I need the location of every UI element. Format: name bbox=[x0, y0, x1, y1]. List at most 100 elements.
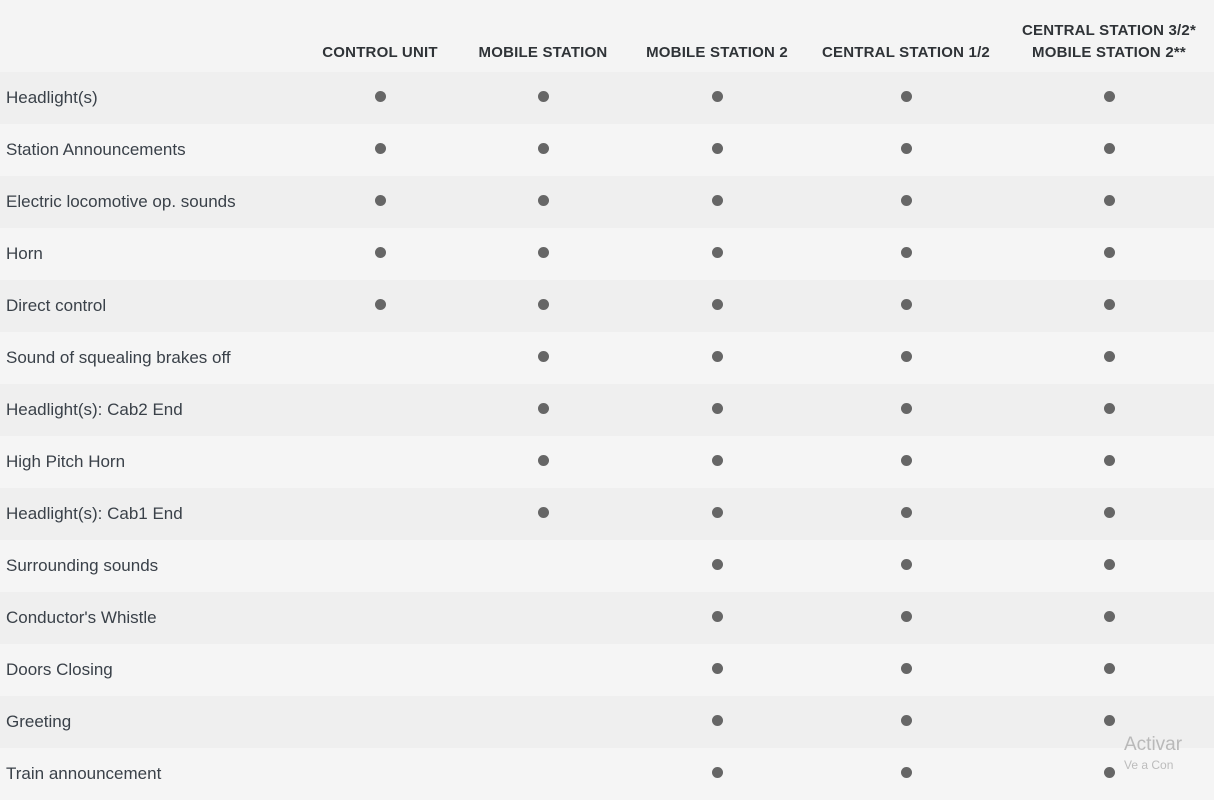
support-cell bbox=[626, 72, 808, 124]
feature-label: Headlight(s): Cab2 End bbox=[6, 400, 183, 419]
column-header-feature bbox=[0, 0, 300, 72]
column-header-line-1: CENTRAL STATION 3/2* bbox=[1021, 22, 1197, 39]
table-header: CONTROL UNIT MOBILE STATION MOBILE STATI… bbox=[0, 0, 1214, 72]
table-row: Train announcement bbox=[0, 748, 1214, 800]
support-cell bbox=[460, 696, 626, 748]
column-header-mobile-station: MOBILE STATION bbox=[460, 0, 626, 72]
supported-dot-icon bbox=[1103, 403, 1115, 414]
support-cell bbox=[460, 228, 626, 280]
support-cell bbox=[1004, 228, 1214, 280]
support-cell bbox=[300, 280, 460, 332]
support-cell bbox=[460, 748, 626, 800]
supported-dot-icon bbox=[1103, 247, 1115, 258]
support-cell bbox=[300, 696, 460, 748]
table-row: Station Announcements bbox=[0, 124, 1214, 176]
table-header-row: CONTROL UNIT MOBILE STATION MOBILE STATI… bbox=[0, 0, 1214, 72]
support-cell bbox=[1004, 280, 1214, 332]
support-cell bbox=[626, 280, 808, 332]
table-row: Surrounding sounds bbox=[0, 540, 1214, 592]
support-cell bbox=[808, 436, 1004, 488]
column-header-line-2: MOBILE STATION 2** bbox=[1032, 44, 1186, 61]
supported-dot-icon bbox=[711, 767, 723, 778]
column-header-line: MOBILE STATION 2 bbox=[646, 44, 788, 61]
support-cell bbox=[808, 228, 1004, 280]
table-row: Direct control bbox=[0, 280, 1214, 332]
supported-dot-icon bbox=[711, 611, 723, 622]
support-cell bbox=[808, 488, 1004, 540]
support-cell bbox=[626, 644, 808, 696]
supported-dot-icon bbox=[1103, 455, 1115, 466]
supported-dot-icon bbox=[900, 559, 912, 570]
feature-label: Conductor's Whistle bbox=[6, 608, 157, 627]
support-cell bbox=[1004, 176, 1214, 228]
feature-label: Doors Closing bbox=[6, 660, 113, 679]
supported-dot-icon bbox=[1103, 351, 1115, 362]
support-cell bbox=[808, 540, 1004, 592]
column-header-line: CONTROL UNIT bbox=[322, 44, 438, 61]
supported-dot-icon bbox=[374, 143, 386, 154]
feature-label: Train announcement bbox=[6, 764, 162, 783]
column-header-mobile-station-2: MOBILE STATION 2 bbox=[626, 0, 808, 72]
support-cell bbox=[300, 488, 460, 540]
supported-dot-icon bbox=[537, 247, 549, 258]
supported-dot-icon bbox=[711, 143, 723, 154]
support-cell bbox=[626, 436, 808, 488]
feature-label: Headlight(s): Cab1 End bbox=[6, 504, 183, 523]
supported-dot-icon bbox=[900, 247, 912, 258]
supported-dot-icon bbox=[711, 195, 723, 206]
supported-dot-icon bbox=[374, 247, 386, 258]
support-cell bbox=[300, 540, 460, 592]
table-row: Horn bbox=[0, 228, 1214, 280]
feature-label: Horn bbox=[6, 244, 43, 263]
supported-dot-icon bbox=[537, 455, 549, 466]
support-cell bbox=[808, 384, 1004, 436]
support-cell bbox=[300, 176, 460, 228]
support-cell bbox=[1004, 592, 1214, 644]
support-cell bbox=[300, 124, 460, 176]
support-cell bbox=[1004, 644, 1214, 696]
supported-dot-icon bbox=[711, 663, 723, 674]
supported-dot-icon bbox=[900, 143, 912, 154]
supported-dot-icon bbox=[537, 351, 549, 362]
supported-dot-icon bbox=[900, 351, 912, 362]
support-cell bbox=[460, 384, 626, 436]
supported-dot-icon bbox=[900, 663, 912, 674]
support-cell bbox=[460, 488, 626, 540]
support-cell bbox=[300, 384, 460, 436]
supported-dot-icon bbox=[1103, 715, 1115, 726]
supported-dot-icon bbox=[711, 507, 723, 518]
support-cell bbox=[300, 644, 460, 696]
feature-label: Headlight(s) bbox=[6, 88, 98, 107]
supported-dot-icon bbox=[1103, 195, 1115, 206]
support-cell bbox=[1004, 72, 1214, 124]
column-header-central-station-1-2: CENTRAL STATION 1/2 bbox=[808, 0, 1004, 72]
supported-dot-icon bbox=[537, 143, 549, 154]
table-row: Electric locomotive op. sounds bbox=[0, 176, 1214, 228]
support-cell bbox=[1004, 748, 1214, 800]
supported-dot-icon bbox=[900, 91, 912, 102]
support-cell bbox=[626, 332, 808, 384]
support-cell bbox=[300, 436, 460, 488]
feature-label: Station Announcements bbox=[6, 140, 186, 159]
support-cell bbox=[808, 332, 1004, 384]
supported-dot-icon bbox=[537, 507, 549, 518]
support-cell bbox=[808, 592, 1004, 644]
supported-dot-icon bbox=[711, 247, 723, 258]
supported-dot-icon bbox=[900, 767, 912, 778]
table-row: High Pitch Horn bbox=[0, 436, 1214, 488]
column-header-line: MOBILE STATION bbox=[478, 44, 608, 61]
column-header-control-unit: CONTROL UNIT bbox=[300, 0, 460, 72]
supported-dot-icon bbox=[900, 403, 912, 414]
support-cell bbox=[460, 644, 626, 696]
table-row: Doors Closing bbox=[0, 644, 1214, 696]
supported-dot-icon bbox=[537, 91, 549, 102]
supported-dot-icon bbox=[1103, 559, 1115, 570]
feature-label: Electric locomotive op. sounds bbox=[6, 192, 236, 211]
table-row: Sound of squealing brakes off bbox=[0, 332, 1214, 384]
support-cell bbox=[626, 540, 808, 592]
support-cell bbox=[626, 124, 808, 176]
supported-dot-icon bbox=[711, 455, 723, 466]
support-cell bbox=[626, 696, 808, 748]
table-row: Greeting bbox=[0, 696, 1214, 748]
support-cell bbox=[1004, 488, 1214, 540]
